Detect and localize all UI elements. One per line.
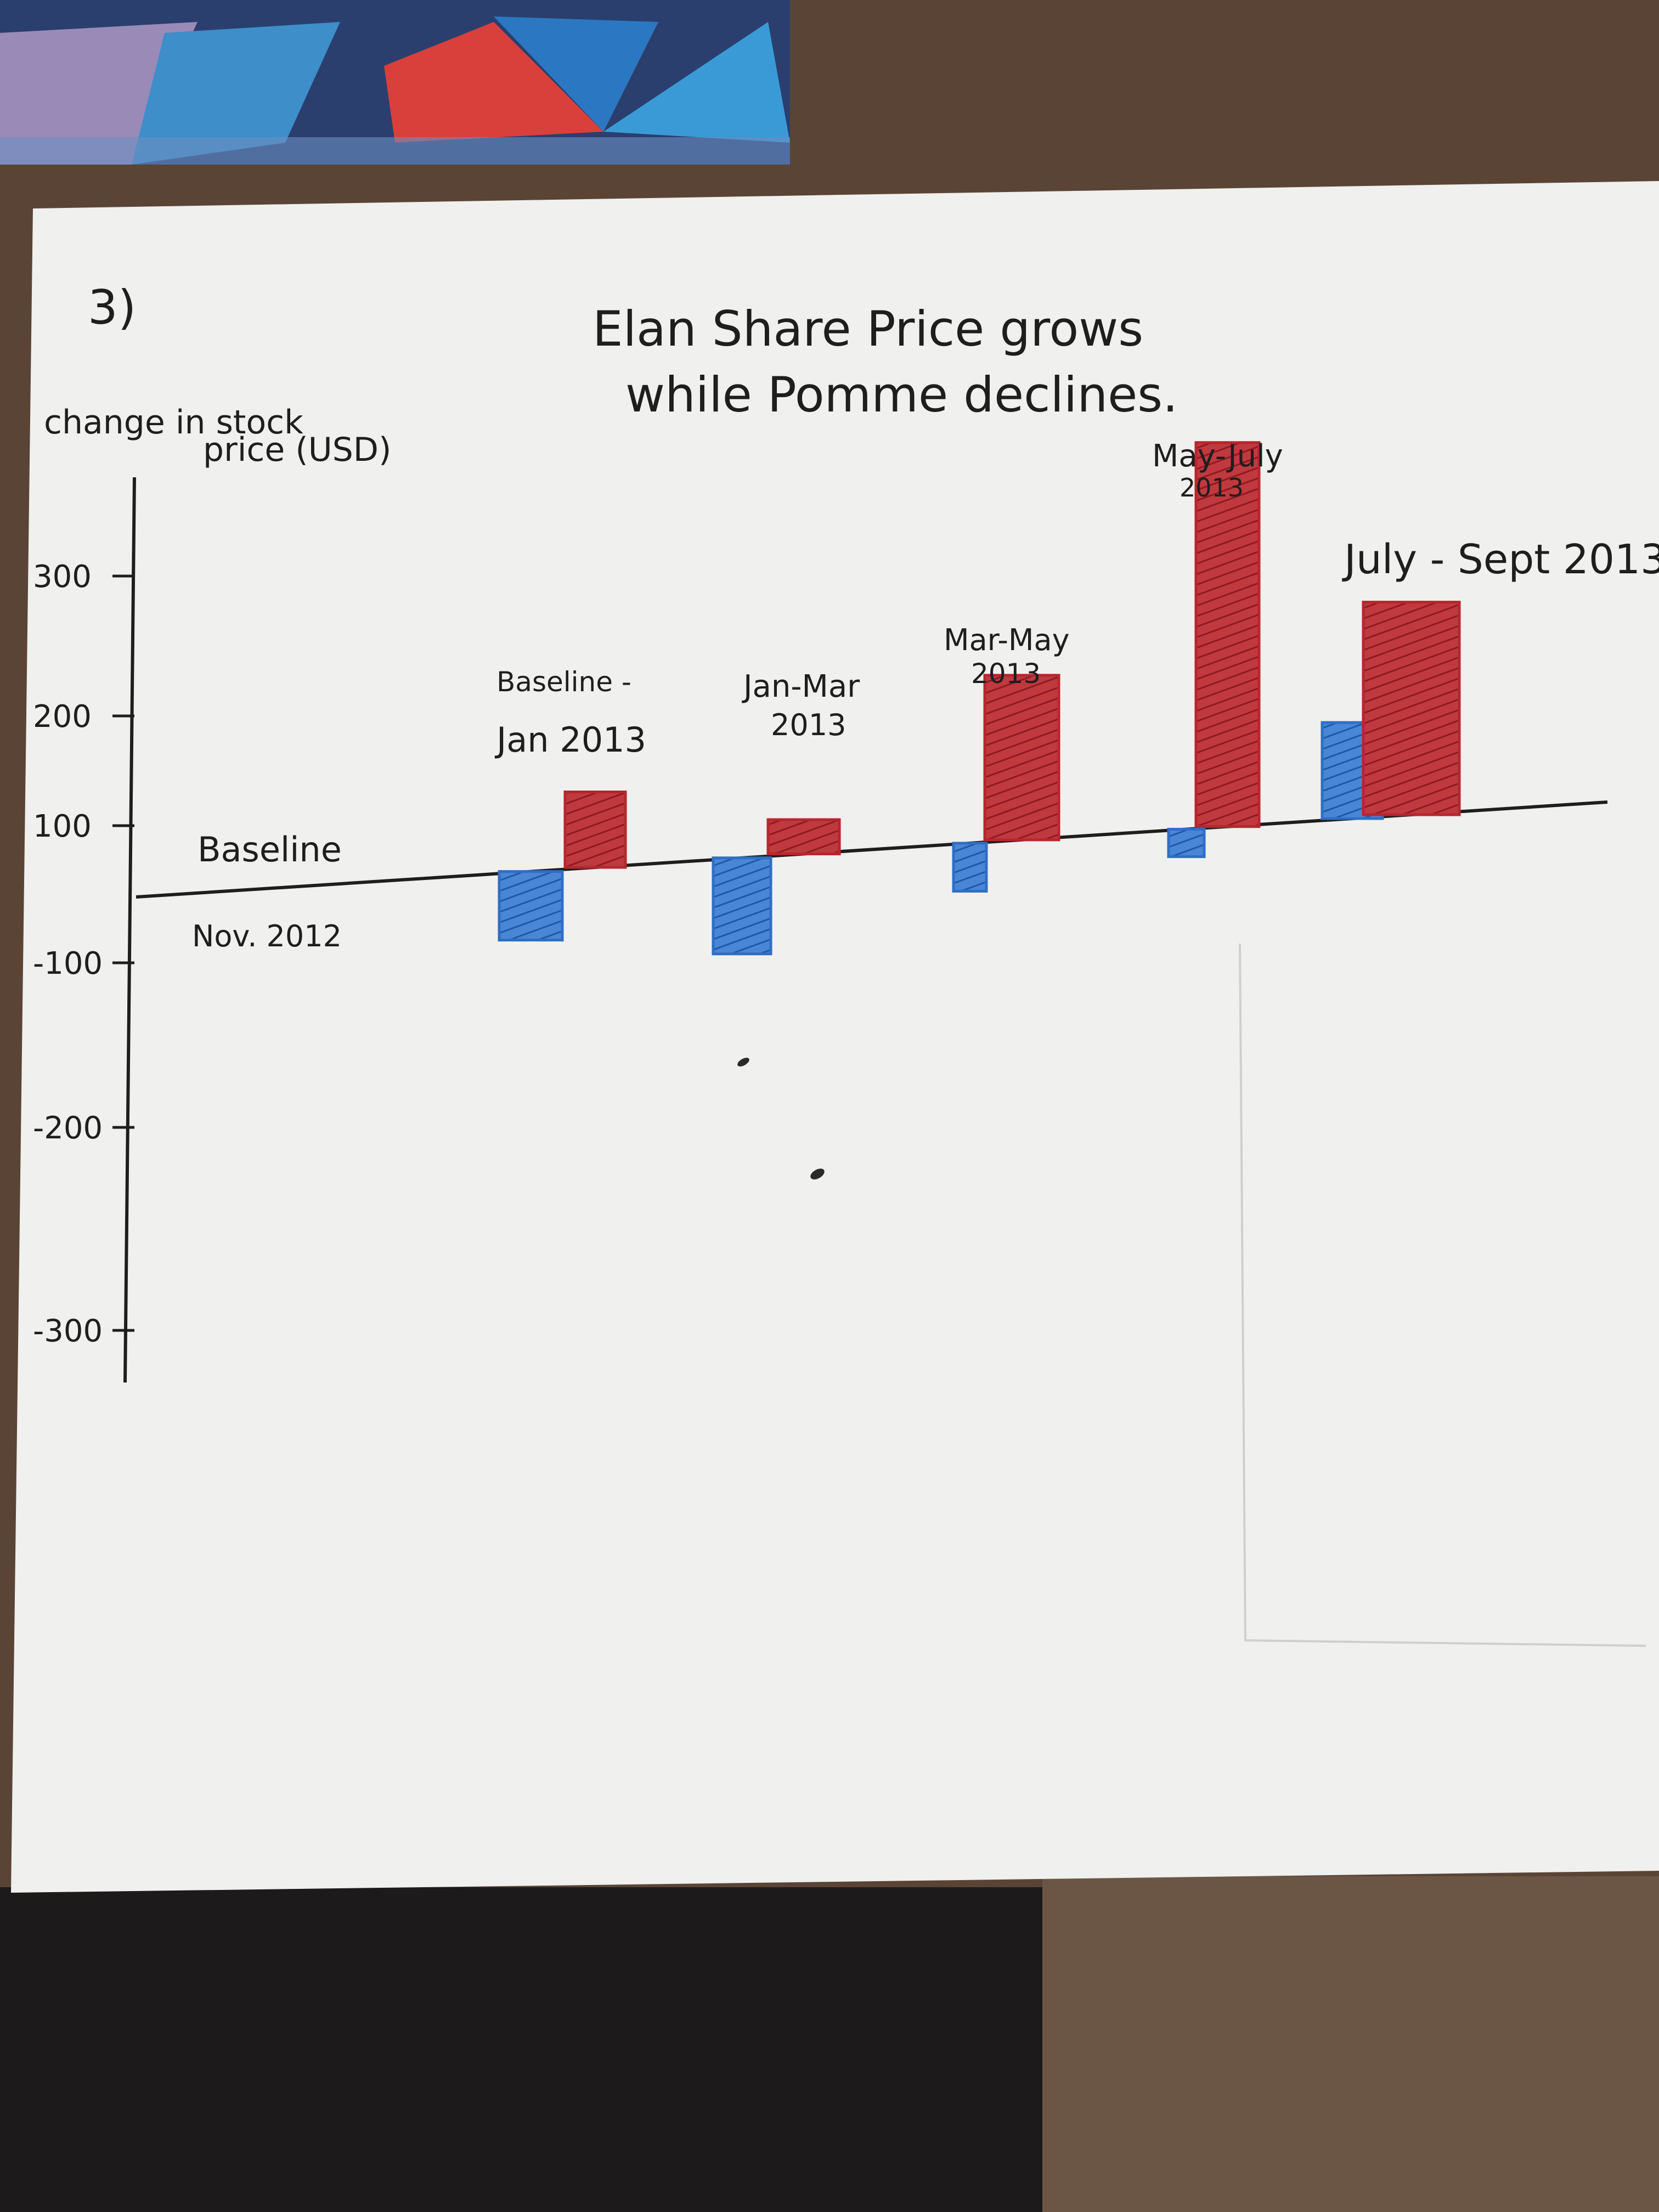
- blue-bar-3: [952, 842, 988, 893]
- red-bar-5: [1362, 601, 1461, 816]
- y-tick-label: 200: [33, 699, 92, 735]
- y-tick-label: -100: [33, 946, 103, 981]
- y-tick-label: -200: [33, 1110, 103, 1146]
- category-label-2-line-2: 2013: [771, 708, 846, 742]
- category-label-5-line-1: July - Sept 2013: [1342, 536, 1659, 583]
- blue-bar-1: [498, 870, 564, 942]
- category-label-1-line-2: Jan 2013: [494, 720, 646, 760]
- y-axis-label-line-2: price (USD): [203, 431, 391, 469]
- y-tick-label: -300: [33, 1313, 103, 1349]
- faint-pencil-box: [1239, 943, 1646, 1647]
- category-label-4-line-1: May-July: [1152, 438, 1283, 474]
- blue-bar-2: [712, 856, 772, 956]
- baseline-label: Baseline Nov. 2012: [192, 830, 342, 953]
- baseline-label-line-2: Nov. 2012: [192, 919, 342, 953]
- category-label-1-line-1: Baseline -: [496, 666, 631, 698]
- ink-speck: [810, 1169, 825, 1180]
- blue-bar-4: [1167, 828, 1206, 859]
- red-bar-1: [563, 791, 627, 869]
- chart-title: Elan Share Price grows while Pomme decli…: [592, 301, 1178, 423]
- y-axis-label: change in stock price (USD): [44, 403, 391, 469]
- y-axis-label-line-1: change in stock: [44, 403, 303, 442]
- bars: [498, 441, 1461, 956]
- category-labels: Baseline -Jan 2013Jan-Mar2013Mar-May2013…: [494, 438, 1659, 760]
- chart-title-line-2: while Pomme declines.: [625, 366, 1178, 423]
- category-label-4-line-2: 2013: [1180, 473, 1244, 503]
- y-axis-line: [123, 477, 136, 1383]
- red-bar-4: [1194, 441, 1261, 828]
- red-bar-2: [766, 818, 841, 855]
- red-bar-3: [983, 674, 1060, 842]
- y-ticks: 300 200 100 -100 -200 -300: [33, 559, 134, 1349]
- chart-title-line-1: Elan Share Price grows: [592, 301, 1143, 357]
- baseline-label-line-1: Baseline: [198, 830, 342, 870]
- question-number: 3): [88, 280, 136, 335]
- y-tick-label: 300: [33, 559, 92, 595]
- category-label-3-line-2: 2013: [971, 658, 1041, 690]
- y-tick-label: 100: [33, 809, 92, 844]
- book-cover: [0, 0, 790, 165]
- category-label-2-line-1: Jan-Mar: [742, 669, 860, 704]
- category-label-3-line-1: Mar-May: [944, 623, 1070, 657]
- ink-speck: [737, 1058, 749, 1066]
- floor-carpet: [1042, 1876, 1659, 2212]
